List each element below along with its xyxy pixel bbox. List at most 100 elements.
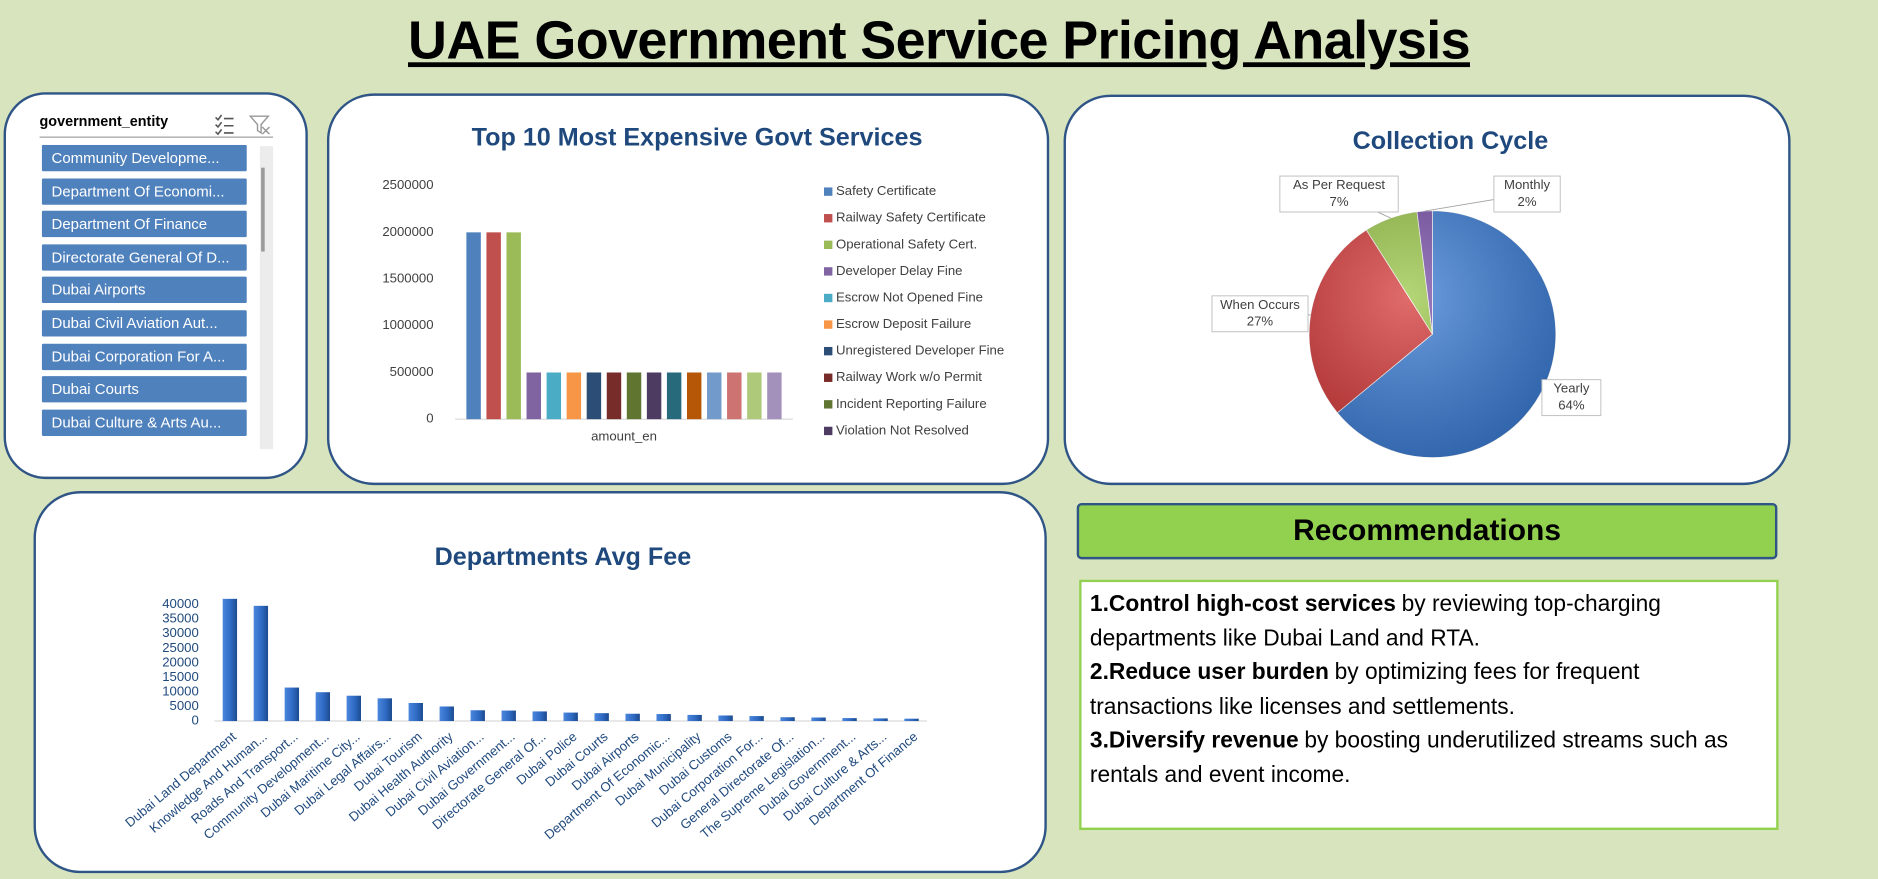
chart-title: Top 10 Most Expensive Govt Services [472, 124, 923, 152]
bar [486, 232, 501, 420]
legend-swatch [824, 240, 833, 250]
legend-swatch [824, 293, 833, 303]
y-tick-label: 2000000 [382, 224, 433, 239]
bar [666, 372, 682, 420]
recommendation-lead: 2.Reduce user burden [1089, 660, 1329, 686]
legend-label: Escrow Deposit Failure [836, 316, 971, 331]
bar [626, 372, 642, 420]
bar [767, 372, 782, 420]
bar [501, 710, 516, 722]
bar [532, 711, 547, 722]
bar [315, 692, 331, 722]
legend-label: Incident Reporting Failure [836, 396, 987, 411]
slicer-item[interactable]: Dubai Corporation For A... [41, 343, 247, 370]
bar [718, 715, 733, 722]
y-tick-label: 35000 [162, 611, 199, 626]
bar [606, 372, 622, 420]
multi-select-icon[interactable] [215, 114, 234, 136]
data-label-category: Yearly [1553, 381, 1590, 396]
legend-swatch [824, 320, 833, 329]
legend-label: Developer Delay Fine [836, 263, 963, 278]
recommendation-text: by optimizing fees for frequent transact… [1089, 660, 1640, 720]
bar [439, 706, 454, 722]
legend-swatch [824, 373, 833, 382]
bar [408, 702, 423, 722]
legend-swatch [824, 187, 833, 196]
legend-label: Unregistered Developer Fine [836, 343, 1004, 358]
slicer-item[interactable]: Dubai Culture & Arts Au... [41, 409, 247, 436]
y-tick-label: 1500000 [382, 271, 433, 286]
bar [686, 372, 702, 420]
recommendation-lead: 3.Diversify revenue [1089, 728, 1299, 754]
recommendations-box: 1.Control high-cost services by reviewing… [1079, 579, 1779, 831]
y-tick-label: 500000 [390, 364, 434, 379]
bar [470, 710, 485, 722]
legend-swatch [824, 426, 833, 436]
y-tick-label: 25000 [162, 640, 199, 655]
y-tick-label: 5000 [170, 698, 199, 713]
recommendation-text: by boosting underutilized streams such a… [1089, 728, 1729, 789]
y-tick-label: 0 [191, 712, 198, 727]
bar [563, 712, 578, 722]
recommendations-title: Recommendations [1076, 503, 1778, 560]
legend-swatch [824, 214, 833, 223]
slicer-item[interactable]: Community Developme... [41, 144, 247, 172]
slicer-item[interactable]: Department Of Finance [41, 211, 247, 238]
chart-title: Collection Cycle [1353, 127, 1549, 155]
scroll-thumb[interactable] [261, 167, 265, 252]
bar [687, 714, 702, 722]
bar [222, 598, 238, 722]
clear-filter-icon[interactable] [248, 115, 270, 135]
legend-label: Railway Work w/o Permit [836, 369, 982, 384]
recommendation: 2.Reduce user burden by optimizing fees f… [1090, 657, 1768, 725]
bar [727, 372, 742, 420]
recommendation: 3.Diversify revenue by boosting underutil… [1090, 725, 1768, 793]
legend-label: Safety Certificate [836, 183, 936, 198]
data-label-value: 2% [1518, 194, 1537, 209]
bar [707, 372, 722, 420]
bar [526, 372, 541, 420]
bar [566, 372, 582, 420]
legend-swatch [824, 267, 833, 276]
legend-swatch [824, 346, 833, 356]
bar [646, 372, 662, 420]
bar [594, 713, 609, 722]
y-tick-label: 2500000 [382, 177, 433, 192]
bar [780, 717, 795, 722]
slicer-list: Community Developme... Department Of Econ… [40, 144, 262, 449]
bar [586, 372, 602, 420]
chart-panel [33, 491, 1047, 874]
recommendation-lead: 1.Control high-cost services [1089, 591, 1396, 617]
slicer-item[interactable]: Department Of Economi... [41, 177, 247, 205]
legend-swatch [824, 400, 833, 409]
bar [873, 718, 888, 722]
bar [346, 695, 362, 722]
y-tick-label: 40000 [162, 596, 199, 611]
slicer-item[interactable]: Directorate General Of D... [41, 244, 247, 271]
y-tick-label: 30000 [162, 625, 199, 640]
y-tick-label: 15000 [162, 669, 199, 684]
data-label-value: 64% [1558, 398, 1585, 413]
bar [749, 716, 764, 722]
data-label-box [1279, 175, 1399, 213]
data-label-category: Monthly [1504, 177, 1550, 192]
bar [747, 372, 762, 420]
slicer-item[interactable]: Dubai Airports [41, 277, 247, 304]
bar [904, 718, 919, 722]
data-label-box [1493, 175, 1561, 213]
slicer-header: government_entity [39, 113, 274, 138]
x-tick-label: amount_en [591, 429, 657, 444]
slicer-item[interactable]: Dubai Courts [41, 376, 247, 403]
legend-label: Escrow Not Opened Fine [836, 289, 983, 304]
bar [284, 687, 300, 722]
slicer: government_entity Community Developme...… [39, 113, 277, 436]
legend-label: Railway Safety Certificate [836, 210, 986, 225]
data-label-category: When Occurs [1220, 297, 1300, 312]
bar [625, 713, 640, 722]
bar [377, 698, 392, 722]
data-label-box [1211, 295, 1309, 333]
slicer-item[interactable]: Dubai Civil Aviation Aut... [41, 310, 247, 337]
